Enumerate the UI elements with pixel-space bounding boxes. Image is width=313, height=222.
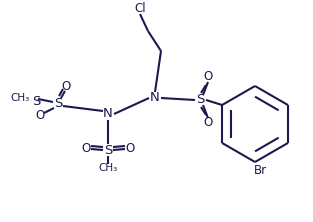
Text: O: O	[203, 117, 213, 129]
Text: N: N	[103, 107, 113, 121]
Text: CH₃: CH₃	[98, 163, 118, 173]
Text: S: S	[104, 143, 112, 157]
Text: CH₃: CH₃	[11, 93, 30, 103]
Text: N: N	[150, 91, 160, 105]
Text: Br: Br	[254, 165, 267, 178]
Text: S: S	[54, 97, 62, 111]
Text: O: O	[203, 71, 213, 83]
Text: O: O	[35, 109, 45, 123]
Text: Cl: Cl	[134, 2, 146, 16]
Text: O: O	[81, 141, 91, 155]
Text: O: O	[61, 81, 71, 93]
Text: O: O	[126, 141, 135, 155]
Text: S: S	[196, 93, 204, 107]
Text: S: S	[32, 95, 40, 109]
